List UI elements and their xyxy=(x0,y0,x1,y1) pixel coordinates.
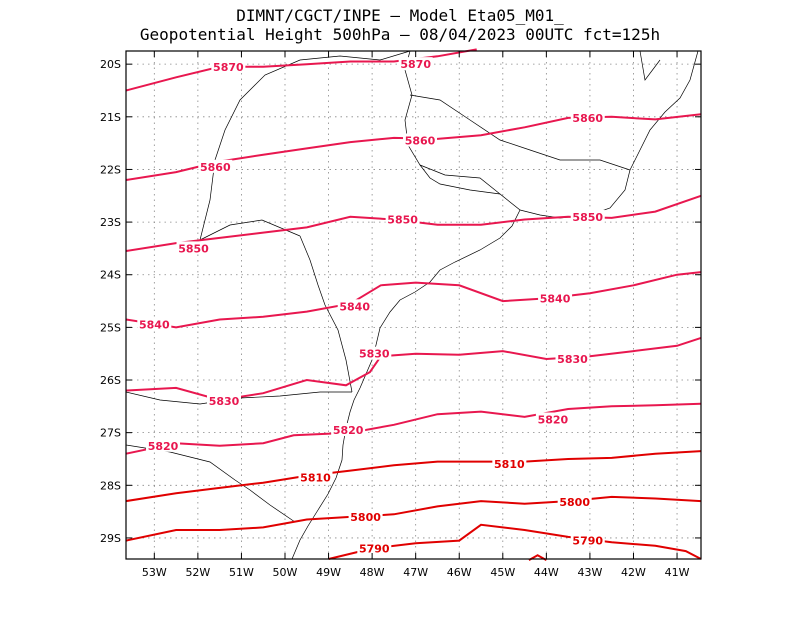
contour-label-bg xyxy=(357,541,392,555)
state-boundary-3 xyxy=(125,444,296,523)
map-title-line-2: Geopotential Height 500hPa — 08/04/2023 … xyxy=(139,25,661,44)
plot-area xyxy=(126,51,701,559)
contour-label-5840: 5840 xyxy=(139,319,170,332)
x-tick-label: 50W xyxy=(273,566,298,579)
x-tick-label: 48W xyxy=(360,566,385,579)
contour-label-bg xyxy=(337,299,372,313)
contour-label-5820: 5820 xyxy=(333,424,364,437)
contour-label-bg xyxy=(538,291,573,305)
contour-label-5820: 5820 xyxy=(148,440,179,453)
x-tick-label: 43W xyxy=(577,566,602,579)
contour-label-bg xyxy=(570,110,605,124)
contour-label-bg xyxy=(331,423,366,437)
contour-label-5820: 5820 xyxy=(538,413,569,426)
contour-5830 xyxy=(125,336,702,402)
contour-label-bg xyxy=(555,351,590,365)
contour-label-bg xyxy=(557,495,592,509)
plot-frame xyxy=(125,50,702,560)
x-tick-label: 44W xyxy=(534,566,559,579)
contour-label-5800: 5800 xyxy=(559,496,590,509)
x-tick-label: 42W xyxy=(621,566,646,579)
contour-label-5800: 5800 xyxy=(350,511,381,524)
contour-label-5860: 5860 xyxy=(405,134,436,147)
contour-label-5790: 5790 xyxy=(359,542,390,555)
contour-label-5830: 5830 xyxy=(557,353,588,366)
contour-labels: 5870 5870 5860 5860 5860 5850 5850 5850 5840 5840… xyxy=(137,57,605,555)
map-title-line-1: DIMNT/CGCT/INPE — Model Eta05_M01_ xyxy=(236,6,564,25)
x-tick-label: 46W xyxy=(447,566,472,579)
state-boundary-8 xyxy=(639,50,661,81)
state-boundary xyxy=(299,235,353,393)
contour-label-5870: 5870 xyxy=(400,58,431,71)
contour-label-bg xyxy=(298,470,333,484)
x-tick-label: 52W xyxy=(185,566,210,579)
y-tick-label: 20S xyxy=(100,58,121,71)
contour-5820 xyxy=(125,402,702,455)
contour-label-bg xyxy=(492,457,527,471)
contour-5810 xyxy=(125,450,702,503)
contour-label-bg xyxy=(176,241,211,255)
contour-label-bg xyxy=(198,159,233,173)
contour-label-bg xyxy=(385,212,420,226)
y-tick-label: 24S xyxy=(100,269,121,282)
contour-label-bg xyxy=(357,346,392,360)
state-boundary-6 xyxy=(409,94,631,171)
y-tick-label: 25S xyxy=(100,321,121,334)
contour-label-bg xyxy=(570,533,605,547)
contour-label-5810: 5810 xyxy=(494,458,525,471)
contour-label-5830: 5830 xyxy=(359,348,390,361)
y-axis: 20S 21S 22S 23S 24S 25S 26S 27S 28S 29S xyxy=(100,58,701,545)
contour-label-5790: 5790 xyxy=(572,535,603,548)
contour-label-bg xyxy=(211,59,246,73)
coastline xyxy=(291,50,521,560)
y-tick-label: 23S xyxy=(100,216,121,229)
contour-5790 xyxy=(328,523,702,560)
contour-label-bg xyxy=(398,57,433,71)
contour-label-5840: 5840 xyxy=(339,300,370,313)
x-axis: 53W 52W 51W 50W 49W 48W 47W 46W 45W 44W 43W 42W 41W xyxy=(142,51,690,579)
x-tick-label: 45W xyxy=(490,566,515,579)
contour-label-5850: 5850 xyxy=(178,242,209,255)
x-tick-label: 47W xyxy=(403,566,428,579)
x-tick-label: 51W xyxy=(229,566,254,579)
contour-label-bg xyxy=(535,412,570,426)
contour-label-5870: 5870 xyxy=(213,61,244,74)
y-tick-label: 29S xyxy=(100,532,121,545)
contour-label-bg xyxy=(570,209,605,223)
state-boundary-7 xyxy=(419,164,501,195)
y-tick-label: 27S xyxy=(100,427,121,440)
contour-label-5840: 5840 xyxy=(540,292,571,305)
x-tick-label: 41W xyxy=(665,566,690,579)
state-boundary-4 xyxy=(199,219,301,241)
contour-label-bg xyxy=(207,394,242,408)
contour-label-5830: 5830 xyxy=(209,395,240,408)
x-tick-label: 49W xyxy=(316,566,341,579)
y-tick-label: 28S xyxy=(100,479,121,492)
contour-label-5810: 5810 xyxy=(300,471,331,484)
contour-label-5850: 5850 xyxy=(572,211,603,224)
contour-label-5850: 5850 xyxy=(387,213,418,226)
y-tick-label: 21S xyxy=(100,111,121,124)
y-tick-label: 22S xyxy=(100,163,121,176)
x-tick-label: 53W xyxy=(142,566,167,579)
contour-label-bg xyxy=(146,438,181,452)
contour-label-bg xyxy=(403,133,438,147)
contour-label-bg xyxy=(137,317,172,331)
contour-label-5860: 5860 xyxy=(200,161,231,174)
contour-5800 xyxy=(125,495,702,542)
y-tick-label: 26S xyxy=(100,374,121,387)
contour-label-5860: 5860 xyxy=(572,112,603,125)
state-boundary-5 xyxy=(199,50,411,241)
contour-5840 xyxy=(125,271,702,329)
coastline-boundaries xyxy=(125,50,699,560)
contour-label-bg xyxy=(348,509,383,523)
